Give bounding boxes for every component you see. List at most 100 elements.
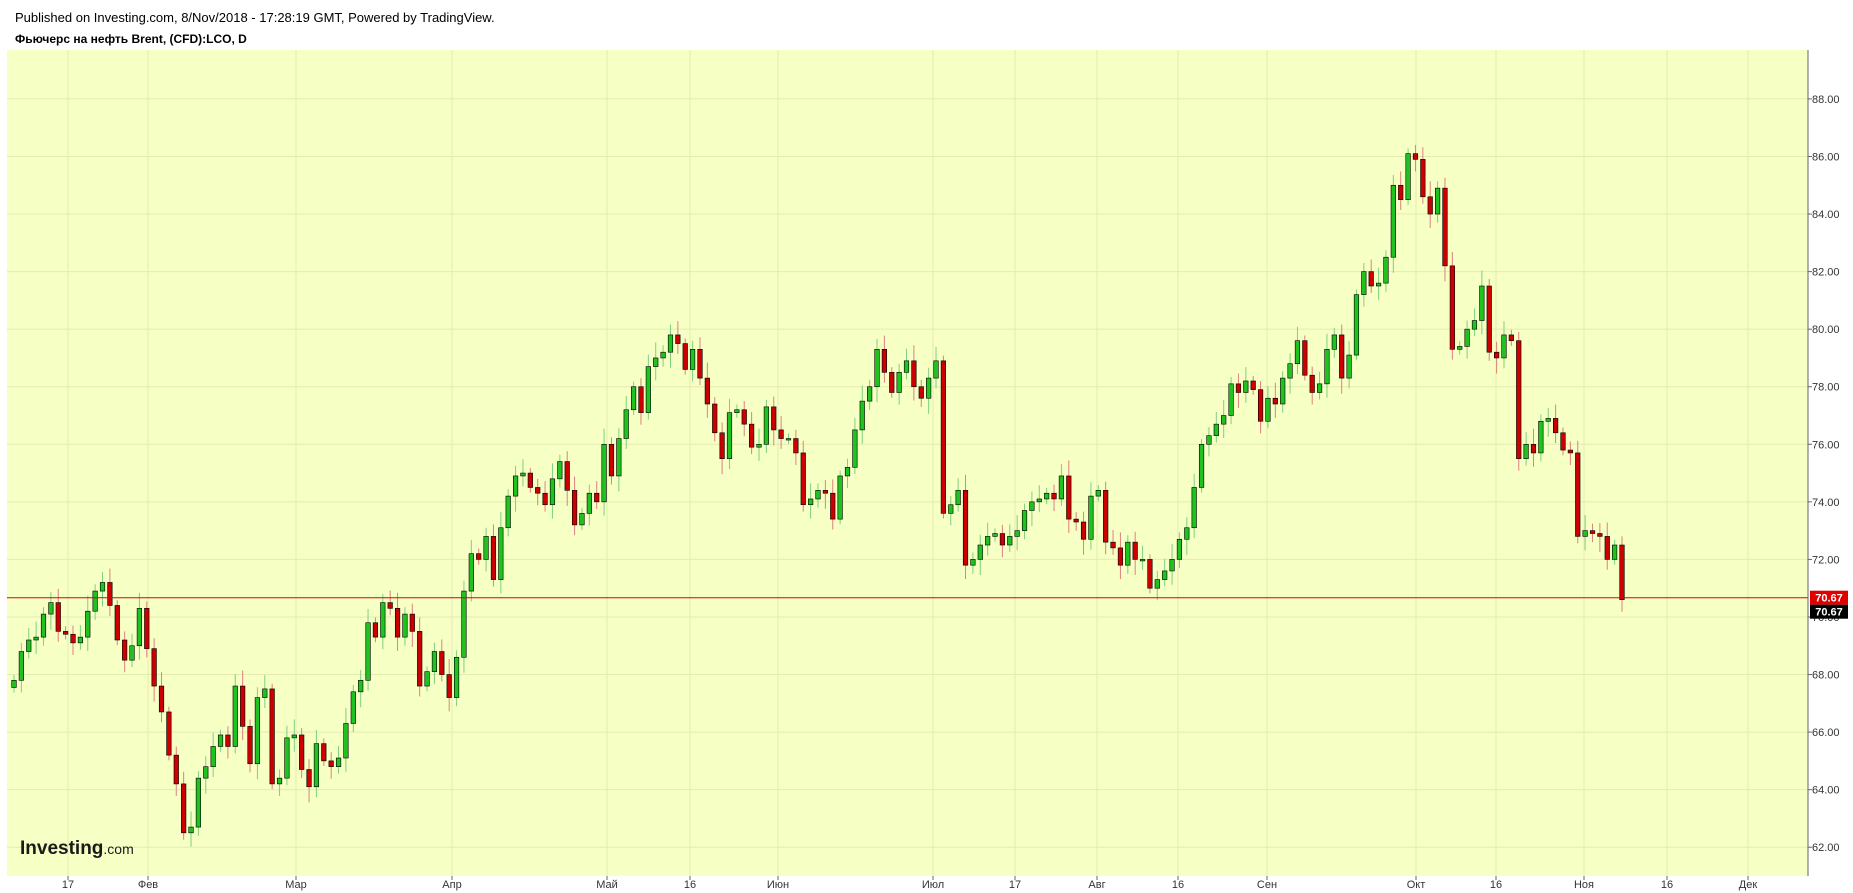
candle [284, 725, 290, 786]
candle-body-down [889, 372, 895, 393]
candle [608, 437, 615, 485]
candle-body-down [114, 605, 120, 641]
candle [63, 626, 69, 640]
candle-body-up [1176, 538, 1183, 560]
candle-body-up [837, 475, 843, 520]
candle-body-up [557, 461, 563, 480]
candle [1184, 517, 1190, 555]
candle-body-up [424, 671, 430, 687]
y-tick-label: 76.00 [1812, 439, 1840, 451]
candle-body-down [151, 648, 157, 687]
candle-body-up [756, 443, 762, 448]
candle [77, 625, 83, 650]
candle-body-down [1442, 187, 1448, 267]
candle-body-down [749, 423, 755, 448]
candle-body-up [653, 357, 659, 367]
candle-body-down [535, 487, 541, 494]
candle [129, 633, 135, 668]
candle-body-down [572, 490, 578, 526]
candle-body-up [402, 613, 408, 638]
y-axis[interactable]: 62.0064.0066.0068.0070.0072.0074.0076.00… [1808, 94, 1840, 854]
logo-suffix: .com [103, 841, 133, 857]
candle-body-down [881, 349, 887, 373]
candle-body-up [1036, 498, 1042, 503]
candle [918, 379, 924, 407]
candle [1213, 412, 1219, 443]
candle-body-up [1095, 490, 1101, 497]
candle [741, 401, 747, 437]
candle-body-down [1272, 397, 1278, 405]
candle [1294, 326, 1301, 375]
candle [1051, 484, 1057, 512]
candle-body-up [1213, 423, 1219, 436]
candle-body-down [1597, 533, 1603, 537]
candle [549, 463, 556, 519]
candle [815, 483, 821, 508]
candle-body-up [1280, 377, 1286, 405]
candle [1390, 174, 1396, 273]
candle [321, 738, 327, 767]
candle [240, 670, 246, 741]
candle [70, 625, 76, 655]
candle-body-down [638, 386, 644, 413]
x-tick-label: Авг [1088, 879, 1105, 891]
candle [1567, 441, 1573, 466]
price-label-current: 70.67 [1810, 590, 1848, 605]
candle-body-down [911, 360, 917, 388]
candle-body-up [284, 737, 290, 779]
candle [306, 759, 312, 803]
candle [439, 639, 445, 682]
candle [247, 719, 253, 773]
candle-body-up [1405, 153, 1411, 200]
candle [85, 595, 91, 651]
candle-body-up [512, 475, 519, 497]
candle-body-up [33, 636, 39, 641]
candle-body-up [785, 438, 792, 441]
candle [1368, 259, 1374, 293]
candle-body-up [217, 734, 224, 747]
candle-body-down [247, 726, 253, 765]
candle [1604, 522, 1610, 570]
candle-body-up [852, 429, 858, 468]
candle [48, 592, 54, 630]
candle [712, 397, 718, 442]
candle [594, 481, 600, 509]
candle [387, 590, 393, 616]
candle-body-up [992, 533, 998, 537]
candle [446, 658, 452, 712]
candle [822, 479, 828, 509]
x-axis[interactable]: 17 Фев Мар Апр Май 16 Июн Июл 17 Авг 16 Сен Окт 16 Ноя… [62, 876, 1757, 891]
candle [11, 675, 17, 693]
candle [867, 379, 873, 410]
candle-body-down [240, 685, 246, 727]
candle-body-down [594, 492, 600, 503]
candle-body-down [1449, 265, 1455, 350]
candle [992, 528, 998, 542]
candle-body-down [107, 582, 113, 606]
candle [1162, 558, 1168, 587]
candle [1110, 530, 1116, 555]
candle-body-up [498, 527, 504, 580]
candle-body-up [343, 723, 349, 759]
candle-body-up [1191, 487, 1197, 529]
candle-body-up [232, 685, 238, 747]
candle-body-up [1612, 544, 1618, 560]
candle [926, 367, 932, 414]
candle-body-up [1294, 340, 1301, 365]
x-tick-label: Окт [1407, 879, 1426, 891]
x-tick-label: Май [596, 879, 618, 891]
plot-area[interactable] [7, 50, 1808, 876]
candle [734, 404, 740, 418]
candle [1516, 332, 1522, 471]
candle [800, 440, 806, 512]
candle [881, 335, 887, 383]
candle [535, 478, 541, 506]
candle [1243, 367, 1249, 403]
candle-body-up [129, 645, 135, 661]
candle-body-down [1486, 285, 1492, 353]
candle-body-up [1221, 415, 1227, 425]
candle [962, 474, 969, 579]
candle [232, 673, 238, 754]
candle-body-up [99, 582, 106, 592]
